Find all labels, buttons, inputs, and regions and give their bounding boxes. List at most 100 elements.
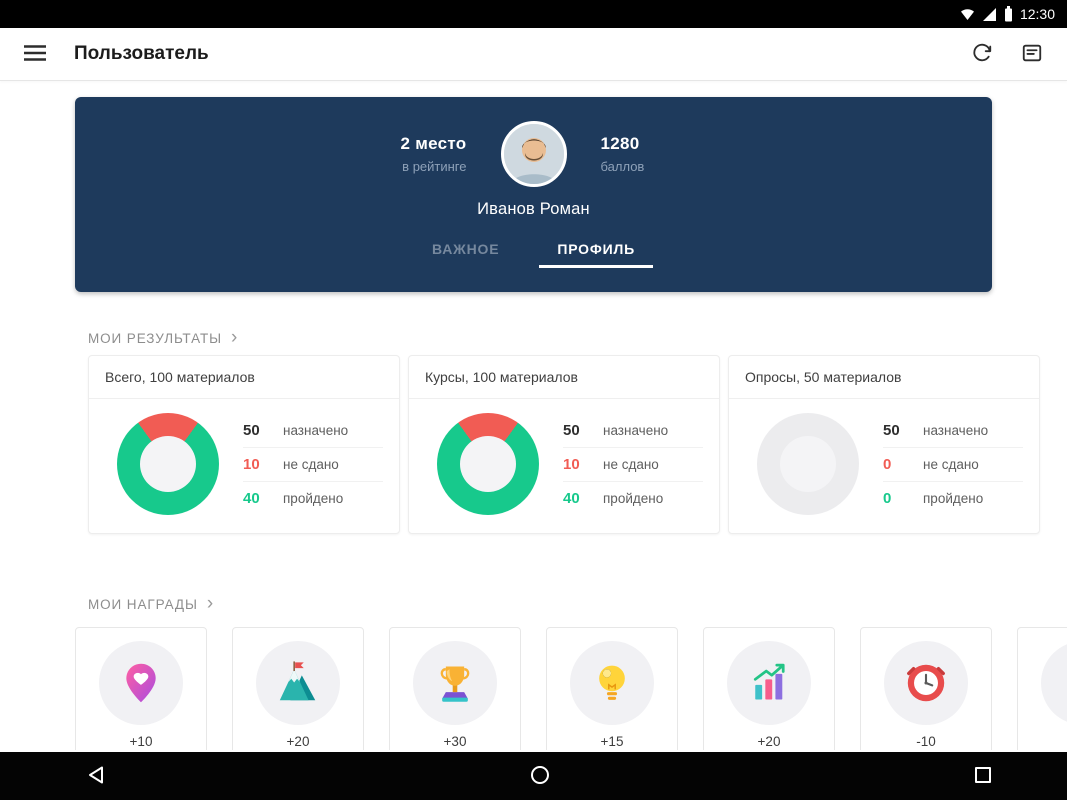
status-time: 12:30 xyxy=(1019,6,1055,22)
assigned-label: назначено xyxy=(283,422,349,438)
rank-value: 2 место xyxy=(400,134,467,153)
cellular-signal-icon xyxy=(982,7,997,22)
legend-row-passed: 0 пройдено xyxy=(883,481,1023,515)
legend: 50 назначено 10 не сдано 40 пройдено xyxy=(243,413,383,515)
award-points: +20 xyxy=(286,734,310,749)
passed-count: 40 xyxy=(243,490,260,507)
passed-label: пройдено xyxy=(923,491,984,506)
legend-row-assigned: 50 назначено xyxy=(883,413,1023,447)
legend: 50 назначено 10 не сдано 40 пройдено xyxy=(563,413,703,515)
legend-row-passed: 40 пройдено xyxy=(563,481,703,515)
failed-count: 0 xyxy=(883,456,892,473)
assigned-label: назначено xyxy=(923,422,989,438)
award-card-partial[interactable] xyxy=(1017,627,1067,750)
failed-count: 10 xyxy=(563,456,580,473)
failed-label: не сдано xyxy=(603,457,659,472)
back-triangle-icon xyxy=(87,765,105,788)
points-value: 1280 xyxy=(600,134,640,153)
award-points: +15 xyxy=(600,734,624,749)
content: 2 место в рейтинге 1280 баллов xyxy=(0,80,1067,752)
refresh-button[interactable] xyxy=(961,33,1003,75)
home-circle-icon xyxy=(530,765,550,788)
navigation-bar xyxy=(0,752,1067,800)
points-stat: 1280 баллов xyxy=(601,134,691,174)
refresh-icon xyxy=(971,42,993,67)
chevron-right-icon: › xyxy=(230,327,239,348)
status-bar: 12:30 xyxy=(0,0,1067,28)
app-bar: Пользователь xyxy=(0,28,1067,80)
legend: 50 назначено 0 не сдано 0 пройдено xyxy=(883,413,1023,515)
legend-row-failed: 10 не сдано xyxy=(563,447,703,481)
tab-important[interactable]: ВАЖНОЕ xyxy=(432,241,500,257)
trophy-icon xyxy=(413,641,497,725)
page-title: Пользователь xyxy=(74,43,209,64)
failed-label: не сдано xyxy=(923,457,979,472)
hamburger-icon xyxy=(24,44,46,64)
back-button[interactable] xyxy=(72,752,120,800)
partial-award-icon xyxy=(1041,641,1067,725)
passed-count: 0 xyxy=(883,490,892,507)
result-card-title: Курсы, 100 материалов xyxy=(409,356,719,399)
result-card-title: Опросы, 50 материалов xyxy=(729,356,1039,399)
legend-row-failed: 10 не сдано xyxy=(243,447,383,481)
donut-chart-total xyxy=(117,413,219,515)
award-card[interactable]: -10 xyxy=(860,627,992,750)
failed-label: не сдано xyxy=(283,457,339,472)
passed-label: пройдено xyxy=(283,491,344,506)
result-card-title: Всего, 100 материалов xyxy=(89,356,399,399)
messages-button[interactable] xyxy=(1011,33,1053,75)
menu-button[interactable] xyxy=(14,33,56,75)
donut-chart-courses xyxy=(437,413,539,515)
rank-stat: 2 место в рейтинге xyxy=(377,134,467,174)
results-section-header[interactable]: МОИ РЕЗУЛЬТАТЫ › xyxy=(88,327,1067,348)
award-points: +10 xyxy=(129,734,153,749)
message-lines-icon xyxy=(1021,42,1043,67)
profile-tabs: ВАЖНОЕ ПРОФИЛЬ xyxy=(414,232,653,268)
tab-profile[interactable]: ПРОФИЛЬ xyxy=(539,232,653,268)
result-card-total[interactable]: Всего, 100 материалов 50 назначено 10 не… xyxy=(88,355,400,534)
donut-chart-surveys xyxy=(757,413,859,515)
wifi-icon xyxy=(960,7,975,22)
award-card[interactable]: +20 xyxy=(703,627,835,750)
user-name: Иванов Роман xyxy=(477,200,590,218)
award-points: +20 xyxy=(757,734,781,749)
avatar xyxy=(500,121,567,187)
legend-row-passed: 40 пройдено xyxy=(243,481,383,515)
result-card-courses[interactable]: Курсы, 100 материалов 50 назначено 10 не… xyxy=(408,355,720,534)
lightbulb-icon xyxy=(570,641,654,725)
legend-row-failed: 0 не сдано xyxy=(883,447,1023,481)
mountain-flag-icon xyxy=(256,641,340,725)
assigned-count: 50 xyxy=(883,421,900,439)
heart-pin-icon xyxy=(99,641,183,725)
failed-count: 10 xyxy=(243,456,260,473)
award-card[interactable]: +30 xyxy=(389,627,521,750)
assigned-count: 50 xyxy=(563,421,580,439)
awards-row: +10 +20 xyxy=(75,627,1067,750)
clock-icon xyxy=(884,641,968,725)
legend-row-assigned: 50 назначено xyxy=(243,413,383,447)
rank-label: в рейтинге xyxy=(402,159,467,174)
recents-square-icon xyxy=(974,766,992,787)
chevron-right-icon: › xyxy=(206,593,215,614)
legend-row-assigned: 50 назначено xyxy=(563,413,703,447)
recents-button[interactable] xyxy=(959,752,1007,800)
award-points: -10 xyxy=(916,734,936,749)
passed-label: пройдено xyxy=(603,491,664,506)
passed-count: 40 xyxy=(563,490,580,507)
award-points: +30 xyxy=(443,734,467,749)
profile-card: 2 место в рейтинге 1280 баллов xyxy=(75,97,992,292)
points-label: баллов xyxy=(600,159,645,174)
assigned-count: 50 xyxy=(243,421,260,439)
award-card[interactable]: +10 xyxy=(75,627,207,750)
result-card-surveys[interactable]: Опросы, 50 материалов 50 назначено 0 не … xyxy=(728,355,1040,534)
awards-section-header[interactable]: МОИ НАГРАДЫ › xyxy=(88,593,1067,614)
awards-section-title: МОИ НАГРАДЫ xyxy=(88,597,198,612)
home-button[interactable] xyxy=(516,752,564,800)
award-card[interactable]: +15 xyxy=(546,627,678,750)
results-row: Всего, 100 материалов 50 назначено 10 не… xyxy=(88,355,1067,534)
growth-chart-icon xyxy=(727,641,811,725)
assigned-label: назначено xyxy=(603,422,669,438)
award-card[interactable]: +20 xyxy=(232,627,364,750)
battery-icon xyxy=(1004,6,1013,22)
